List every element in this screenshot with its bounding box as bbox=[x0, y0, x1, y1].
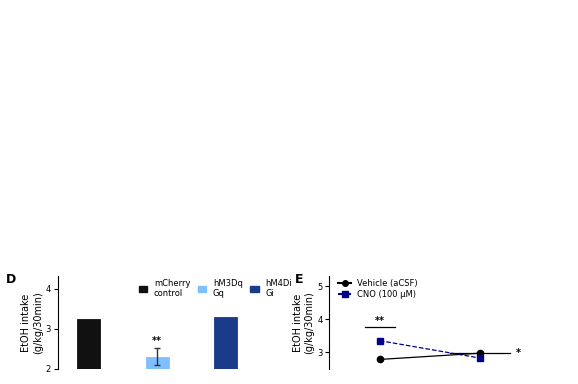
Bar bbox=[146, 357, 169, 384]
Y-axis label: EtOH intake
(g/kg/30min): EtOH intake (g/kg/30min) bbox=[21, 291, 43, 354]
Text: E: E bbox=[295, 273, 303, 286]
Bar bbox=[214, 316, 238, 384]
Y-axis label: EtOH intake
(g/kg/30min): EtOH intake (g/kg/30min) bbox=[293, 291, 314, 354]
Text: D: D bbox=[6, 273, 16, 286]
Text: *: * bbox=[516, 348, 520, 358]
Legend: mCherry
control, hM3Dq
Gq, hM4Di
Gi: mCherry control, hM3Dq Gq, hM4Di Gi bbox=[139, 279, 292, 298]
Legend: Vehicle (aCSF), CNO (100 μM): Vehicle (aCSF), CNO (100 μM) bbox=[338, 279, 418, 299]
Bar bbox=[77, 319, 100, 384]
Text: **: ** bbox=[375, 316, 385, 326]
Text: **: ** bbox=[152, 336, 162, 346]
